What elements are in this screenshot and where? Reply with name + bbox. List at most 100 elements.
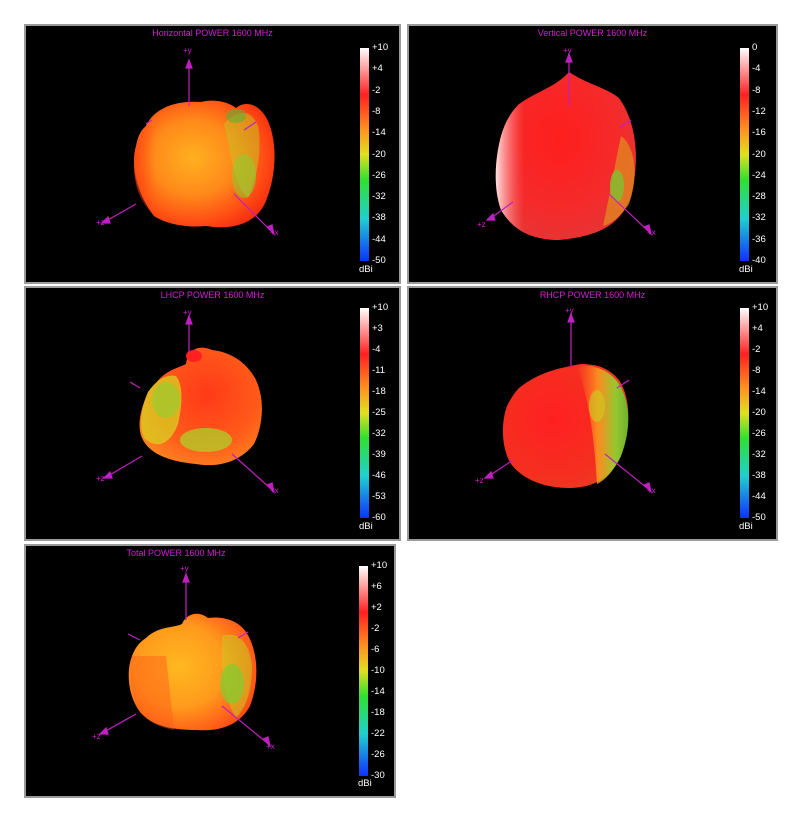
colorbar-tick-label: -32 xyxy=(372,428,386,439)
colorbar-tick-label: -6 xyxy=(371,644,380,655)
colorbar-tick-label: -20 xyxy=(752,148,766,160)
axis-label-z: +z xyxy=(92,732,101,741)
colorbar-tick-label: +10 xyxy=(372,302,389,313)
colorbar-tick-label: -14 xyxy=(752,386,766,397)
axis-label-y: +y xyxy=(180,564,189,573)
colorbar-tick-label: -53 xyxy=(372,491,386,502)
colorbar-tick-label: +10 xyxy=(372,42,389,53)
colorbar-tick-label: -11 xyxy=(372,365,386,376)
axis-label-z: +z xyxy=(96,218,105,227)
colorbar-tick-label: -50 xyxy=(752,512,766,523)
axis-label-x: +x xyxy=(270,486,279,495)
axis-label-y: +y xyxy=(183,308,192,317)
pattern-plot xyxy=(483,312,653,494)
colorbar-tick-label: -60 xyxy=(372,512,386,523)
colorbar-tick-label: -50 xyxy=(372,255,386,266)
colorbar-tick-label: -4 xyxy=(372,344,381,355)
colorbar-unit: dBi xyxy=(739,264,753,275)
colorbar-tick-label: -44 xyxy=(372,233,386,245)
chart-panel-horizontal: Horizontal POWER 1600 MHz xyxy=(24,24,401,284)
colorbar-tick-label: -24 xyxy=(752,169,766,181)
pattern-plot xyxy=(102,314,276,494)
chart-title: Vertical POWER 1600 MHz xyxy=(537,28,648,38)
axes-triad xyxy=(98,572,272,748)
colorbar-tick-label: +4 xyxy=(752,323,763,334)
pattern-plot xyxy=(100,58,276,236)
colorbar-tick-label: -32 xyxy=(372,191,386,203)
colorbar-tick-label: -39 xyxy=(372,449,386,460)
axes-triad xyxy=(483,312,653,494)
colorbar-tick-label: -2 xyxy=(371,623,380,634)
colorbar-tick-label: +2 xyxy=(371,602,382,613)
axis-label-z: +z xyxy=(96,474,105,483)
colorbar xyxy=(360,48,369,261)
axes-triad xyxy=(102,314,276,494)
colorbar-tick-label: -18 xyxy=(371,707,385,718)
colorbar-tick-label: -4 xyxy=(752,63,761,75)
axis-label-z: +z xyxy=(477,220,486,229)
axes-triad xyxy=(485,52,653,236)
axis-label-x: +x xyxy=(270,228,279,237)
colorbar-tick-label: -14 xyxy=(372,127,386,139)
colorbar xyxy=(740,48,749,261)
colorbar-tick-label: -44 xyxy=(752,491,766,502)
colorbar-tick-label: -38 xyxy=(372,212,386,224)
colorbar-tick-label: +10 xyxy=(371,560,388,571)
colorbar-tick-label: -18 xyxy=(372,386,386,397)
colorbar-tick-label: -16 xyxy=(752,127,766,139)
colorbar-tick-label: -36 xyxy=(752,233,766,245)
axis-label-y: +y xyxy=(565,306,574,315)
chart-title: Horizontal POWER 1600 MHz xyxy=(152,28,273,38)
chart-panel-lhcp: LHCP POWER 1600 MHz +y +z +x dBi +10 +3 -4… xyxy=(24,286,401,541)
colorbar-tick-label: -32 xyxy=(752,449,766,460)
colorbar-tick-label: -12 xyxy=(752,105,766,117)
colorbar-tick-label: -26 xyxy=(752,428,766,439)
chart-panel-total: Total POWER 1600 MHz +y +z +x dBi xyxy=(24,544,396,798)
colorbar-tick-label: -40 xyxy=(752,255,766,266)
colorbar-tick-label: -22 xyxy=(371,728,385,739)
colorbar-tick-label: -25 xyxy=(372,407,386,418)
colorbar-tick-label: -46 xyxy=(372,470,386,481)
colorbar-tick-label: -28 xyxy=(752,191,766,203)
colorbar-tick-label: +4 xyxy=(372,63,383,75)
colorbar-unit: dBi xyxy=(739,521,753,532)
axes-triad xyxy=(100,58,276,236)
axis-label-y: +y xyxy=(183,46,192,55)
chart-title: Total POWER 1600 MHz xyxy=(126,548,226,558)
colorbar-tick-label: -26 xyxy=(371,749,385,760)
colorbar xyxy=(359,566,368,776)
colorbar-tick-label: -8 xyxy=(752,84,761,96)
axis-label-x: +x xyxy=(266,742,275,751)
colorbar-tick-label: +6 xyxy=(371,581,382,592)
colorbar-tick-label: -14 xyxy=(371,686,385,697)
axis-label-y: +y xyxy=(563,46,572,55)
pattern-plot xyxy=(98,572,272,748)
colorbar-tick-label: -32 xyxy=(752,212,766,224)
colorbar xyxy=(360,308,369,518)
colorbar-tick-label: -2 xyxy=(752,344,761,355)
axis-label-z: +z xyxy=(475,476,484,485)
chart-title: RHCP POWER 1600 MHz xyxy=(539,290,646,300)
colorbar-tick-label: -38 xyxy=(752,470,766,481)
colorbar-tick-label: -20 xyxy=(752,407,766,418)
colorbar-tick-label: +3 xyxy=(372,323,383,334)
colorbar-tick-label: -10 xyxy=(371,665,385,676)
colorbar-tick-label: -2 xyxy=(372,84,381,96)
axis-label-x: +x xyxy=(647,228,656,237)
colorbar-tick-label: 0 xyxy=(752,42,758,53)
colorbar-unit: dBi xyxy=(359,521,373,532)
colorbar-tick-label: -30 xyxy=(371,770,385,781)
chart-panel-rhcp: RHCP POWER 1600 MHz xyxy=(407,286,778,541)
colorbar-tick-label: -26 xyxy=(372,169,386,181)
colorbar-tick-label: -8 xyxy=(372,105,381,117)
colorbar-tick-label: -20 xyxy=(372,148,386,160)
axis-label-x: +x xyxy=(647,486,656,495)
colorbar xyxy=(740,308,749,518)
chart-panel-vertical: Vertical POWER 1600 MHz xyxy=(407,24,778,284)
colorbar-tick-label: +10 xyxy=(752,302,769,313)
pattern-plot xyxy=(485,52,653,240)
colorbar-unit: dBi xyxy=(358,778,372,789)
chart-title: LHCP POWER 1600 MHz xyxy=(160,290,265,300)
colorbar-tick-label: -8 xyxy=(752,365,761,376)
colorbar-unit: dBi xyxy=(359,264,373,275)
